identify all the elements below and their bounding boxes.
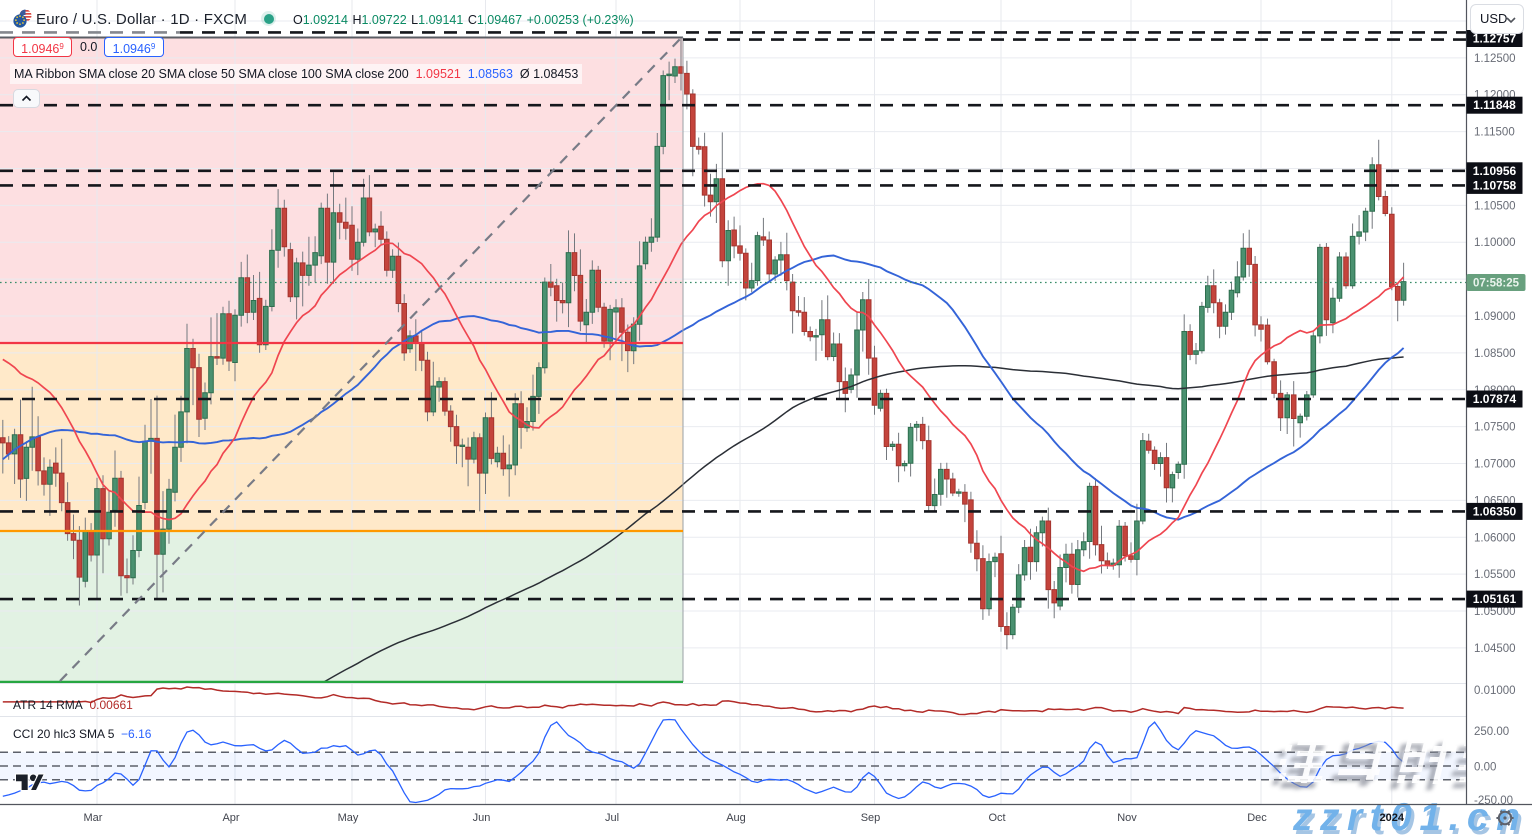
- svg-text:zzrt01.cn: zzrt01.cn: [1292, 796, 1527, 835]
- svg-text:1.12500: 1.12500: [1474, 53, 1516, 65]
- svg-text:-250.00: -250.00: [1474, 795, 1513, 807]
- svg-text:Mar: Mar: [84, 812, 103, 824]
- svg-text:1.04500: 1.04500: [1474, 643, 1516, 655]
- svg-text:1.09000: 1.09000: [1474, 311, 1516, 323]
- svg-text:1.05500: 1.05500: [1474, 569, 1516, 581]
- svg-text:1.07874: 1.07874: [1473, 392, 1517, 406]
- svg-text:May: May: [338, 812, 359, 824]
- svg-text:1.10000: 1.10000: [1474, 237, 1516, 249]
- svg-text:Nov: Nov: [1117, 812, 1137, 824]
- svg-text:Oct: Oct: [988, 812, 1005, 824]
- svg-text:1.07000: 1.07000: [1474, 459, 1516, 471]
- svg-text:2024: 2024: [1380, 812, 1405, 824]
- svg-text:0.00: 0.00: [1474, 762, 1496, 774]
- svg-text:07:58:25: 07:58:25: [1473, 278, 1520, 290]
- svg-text:1.10956: 1.10956: [1473, 164, 1517, 178]
- svg-text:Jun: Jun: [473, 812, 491, 824]
- svg-text:1.05161: 1.05161: [1473, 592, 1517, 606]
- svg-text:250.00: 250.00: [1474, 726, 1509, 738]
- svg-text:1.11848: 1.11848: [1473, 98, 1516, 112]
- svg-text:Sep: Sep: [861, 812, 881, 824]
- svg-text:Aug: Aug: [726, 812, 746, 824]
- svg-text:1.12757: 1.12757: [1473, 32, 1517, 46]
- svg-text:1.07500: 1.07500: [1474, 422, 1516, 434]
- svg-text:1.11500: 1.11500: [1474, 127, 1515, 139]
- svg-text:0.01000: 0.01000: [1474, 685, 1516, 697]
- svg-text:Jul: Jul: [605, 812, 619, 824]
- svg-text:Dec: Dec: [1247, 812, 1267, 824]
- svg-text:1.05000: 1.05000: [1474, 606, 1516, 618]
- svg-text:1.10758: 1.10758: [1473, 178, 1517, 192]
- svg-text:1.06000: 1.06000: [1474, 532, 1516, 544]
- svg-text:1.06350: 1.06350: [1473, 504, 1517, 518]
- svg-text:Apr: Apr: [222, 812, 239, 824]
- svg-text:1.10500: 1.10500: [1474, 200, 1516, 212]
- svg-text:zzrt01.cn: zzrt01.cn: [1295, 800, 1530, 835]
- svg-text:1.08500: 1.08500: [1474, 348, 1516, 360]
